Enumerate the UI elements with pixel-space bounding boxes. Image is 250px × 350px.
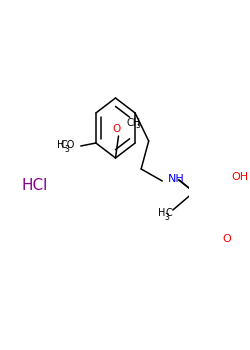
Text: 3: 3 xyxy=(164,212,169,222)
Text: OH: OH xyxy=(232,172,249,182)
Text: H: H xyxy=(158,208,165,218)
Text: HCl: HCl xyxy=(21,177,48,192)
Text: CO: CO xyxy=(60,140,75,150)
Text: CH: CH xyxy=(126,118,140,128)
Text: O: O xyxy=(112,124,120,134)
Text: O: O xyxy=(223,234,232,244)
Text: 3: 3 xyxy=(64,145,70,154)
Text: NH: NH xyxy=(168,174,185,184)
Text: 3: 3 xyxy=(136,121,141,131)
Text: C: C xyxy=(165,208,172,218)
Text: H: H xyxy=(57,140,64,150)
